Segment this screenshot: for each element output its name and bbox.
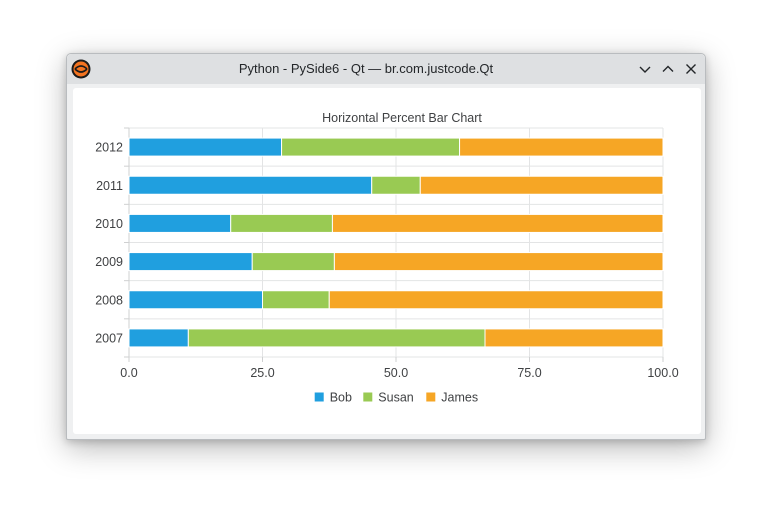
y-tick-label: 2009 xyxy=(95,255,123,269)
legend-label-bob[interactable]: Bob xyxy=(330,391,352,405)
x-tick-label: 75.0 xyxy=(517,366,541,380)
bar-susan-2008[interactable] xyxy=(262,290,330,310)
chart-grid xyxy=(124,127,664,362)
window-title: Python - PySide6 - Qt — br.com.justcode.… xyxy=(238,61,494,76)
chart-view: Horizontal Percent Bar Chart 2007 2008 200… xyxy=(73,88,701,434)
y-tick-label: 2008 xyxy=(95,293,123,307)
x-tick-label: 25.0 xyxy=(250,366,274,380)
bar-james-2008[interactable] xyxy=(328,290,664,310)
x-axis-labels: 0.0 25.0 50.0 75.0 100.0 xyxy=(120,366,678,380)
y-axis-labels: 2007 2008 2009 2010 2011 2012 xyxy=(95,141,123,346)
bar-james-2012[interactable] xyxy=(459,137,664,157)
bar-bob-2011[interactable] xyxy=(128,175,373,195)
bar-bob-2010[interactable] xyxy=(128,213,232,233)
chart-title: Horizontal Percent Bar Chart xyxy=(322,111,482,125)
chart-legend: Bob Susan James xyxy=(314,391,478,405)
bar-susan-2011[interactable] xyxy=(371,175,421,195)
x-tick-label: 100.0 xyxy=(647,366,678,380)
bar-bob-2009[interactable] xyxy=(128,252,253,272)
chart-bars xyxy=(128,137,664,348)
app-window: Python - PySide6 - Qt — br.com.justcode.… xyxy=(66,53,706,440)
bar-susan-2007[interactable] xyxy=(187,328,486,348)
minimize-icon[interactable] xyxy=(635,59,655,79)
bar-james-2010[interactable] xyxy=(331,213,664,233)
bar-james-2009[interactable] xyxy=(333,252,664,272)
y-tick-label: 2011 xyxy=(96,179,123,193)
x-tick-label: 0.0 xyxy=(120,366,137,380)
y-tick-label: 2007 xyxy=(95,331,123,345)
bar-susan-2010[interactable] xyxy=(230,213,333,233)
y-tick-label: 2012 xyxy=(95,141,123,155)
bar-james-2011[interactable] xyxy=(419,175,664,195)
x-tick-label: 50.0 xyxy=(384,366,408,380)
legend-marker-susan[interactable] xyxy=(363,392,373,402)
legend-marker-bob[interactable] xyxy=(314,392,324,402)
y-tick-label: 2010 xyxy=(95,217,123,231)
percent-bar-chart: Horizontal Percent Bar Chart 20072008200… xyxy=(95,111,679,405)
bar-susan-2009[interactable] xyxy=(251,252,335,272)
maximize-icon[interactable] xyxy=(658,59,678,79)
legend-label-susan[interactable]: Susan xyxy=(378,391,413,405)
python-logo-icon xyxy=(71,59,91,79)
legend-marker-james[interactable] xyxy=(426,392,436,402)
bar-james-2007[interactable] xyxy=(484,328,664,348)
bar-susan-2012[interactable] xyxy=(281,137,461,157)
close-icon[interactable] xyxy=(681,59,701,79)
title-bar[interactable]: Python - PySide6 - Qt — br.com.justcode.… xyxy=(67,54,705,84)
bar-bob-2007[interactable] xyxy=(128,328,189,348)
bar-bob-2008[interactable] xyxy=(128,290,263,310)
legend-label-james[interactable]: James xyxy=(441,391,478,405)
bar-bob-2012[interactable] xyxy=(128,137,283,157)
